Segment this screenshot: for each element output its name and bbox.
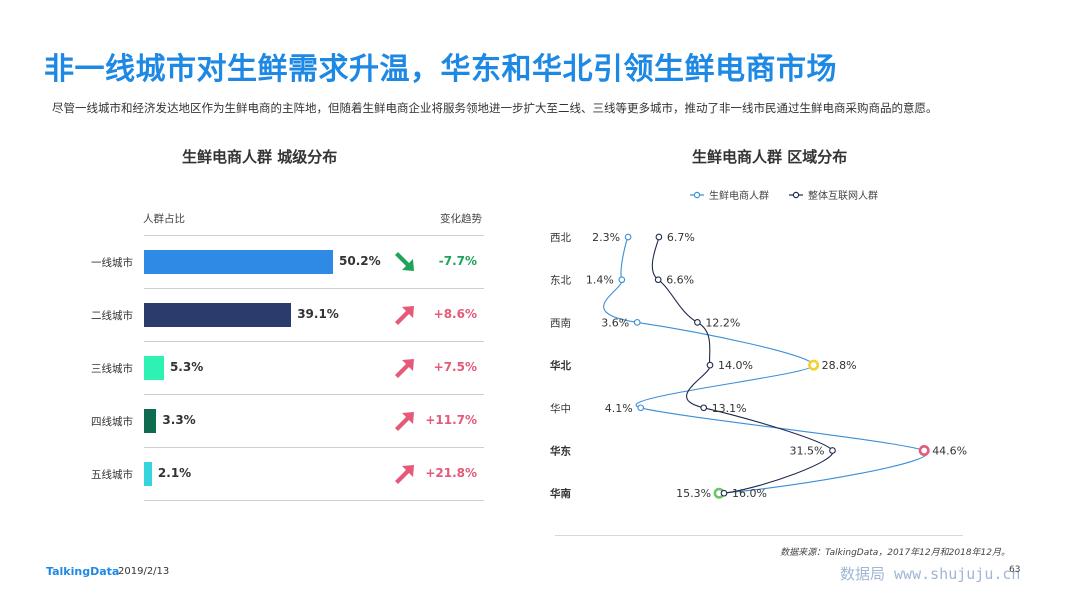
category-label: 一线城市	[91, 256, 133, 269]
data-point	[618, 276, 626, 284]
footer-divider	[555, 535, 963, 536]
data-label: 16.0%	[732, 487, 767, 500]
bar-value-label: 2.1%	[157, 465, 192, 480]
data-source: 数据来源：TalkingData，2017年12月和2018年12月。	[780, 548, 1010, 558]
bar-chart-grid-line	[144, 394, 484, 395]
left-col-header-share: 人群占比	[143, 213, 185, 225]
bar-chart-grid-line	[144, 288, 484, 289]
data-label: 31.5%	[790, 445, 825, 458]
bar-value-label: 39.1%	[297, 306, 339, 321]
watermark: 数据局 www.shujuju.cn	[840, 565, 1021, 583]
data-point	[633, 319, 641, 326]
category-label: 华东	[550, 445, 571, 458]
legend-swatch-marker	[792, 191, 800, 199]
category-label: 四线城市	[91, 415, 133, 428]
data-label: 15.3%	[676, 487, 711, 500]
data-point	[918, 444, 930, 456]
bar	[144, 408, 157, 433]
change-label: -7.7%	[438, 253, 477, 268]
bar-chart-grid-line	[144, 500, 484, 501]
category-label: 五线城市	[91, 468, 133, 481]
data-label: 1.4%	[586, 274, 614, 287]
bar-chart-grid-line	[144, 235, 484, 236]
data-label: 13.1%	[712, 402, 747, 415]
data-point	[624, 233, 632, 241]
change-label: +11.7%	[425, 412, 477, 427]
trend-up-arrow-icon	[395, 464, 414, 484]
talkingdata-logo: TalkingData	[46, 565, 120, 578]
bar	[144, 355, 164, 380]
right-chart-title: 生鲜电商人群 区域分布	[692, 148, 848, 166]
data-label: 44.6%	[932, 445, 967, 458]
change-label: +21.8%	[425, 465, 477, 480]
legend-label: 整体互联网人群	[808, 189, 878, 202]
data-point	[694, 319, 701, 326]
data-label: 14.0%	[718, 359, 753, 372]
data-label: 12.2%	[705, 316, 740, 329]
legend-label: 生鲜电商人群	[709, 189, 769, 202]
data-point	[700, 404, 708, 412]
series-line	[603, 236, 928, 494]
category-label: 三线城市	[91, 362, 133, 375]
bar-value-label: 5.3%	[169, 359, 204, 374]
legend-swatch-marker	[693, 191, 701, 199]
data-point	[654, 276, 662, 284]
data-label: 3.6%	[601, 316, 629, 329]
series-line	[651, 236, 834, 494]
change-label: +7.5%	[433, 359, 477, 374]
bar-chart-grid-line	[144, 341, 484, 342]
trend-up-arrow-icon	[395, 305, 414, 325]
data-label: 2.3%	[592, 231, 620, 244]
trend-down-arrow-icon	[395, 251, 414, 271]
bar	[144, 302, 292, 327]
page-description: 尽管一线城市和经济发达地区作为生鲜电商的主阵地，但随着生鲜电商企业将服务领地进一…	[52, 101, 938, 115]
data-point	[655, 233, 663, 241]
data-label: 4.1%	[605, 402, 633, 415]
trend-up-arrow-icon	[395, 358, 414, 378]
data-point	[720, 489, 728, 497]
category-label: 华中	[550, 402, 571, 415]
category-label: 华北	[550, 359, 571, 372]
data-point	[829, 447, 836, 454]
data-point	[706, 361, 714, 369]
trend-up-arrow-icon	[395, 411, 414, 431]
page-title: 非一线城市对生鲜需求升温，华东和华北引领生鲜电商市场	[44, 52, 837, 87]
bar	[144, 461, 152, 486]
page-number: 63	[1009, 565, 1021, 575]
left-chart-title: 生鲜电商人群 城级分布	[182, 148, 338, 166]
category-label: 二线城市	[91, 309, 133, 322]
bar	[144, 249, 333, 274]
category-label: 西南	[550, 316, 571, 329]
left-col-header-trend: 变化趋势	[440, 213, 482, 225]
data-point	[808, 359, 820, 371]
category-label: 东北	[550, 274, 571, 287]
data-point	[637, 404, 645, 412]
bar-value-label: 50.2%	[339, 253, 381, 268]
data-label: 28.8%	[822, 359, 857, 372]
footer-date: 2019/2/13	[118, 566, 170, 577]
bar-value-label: 3.3%	[162, 412, 196, 427]
category-label: 西北	[550, 232, 571, 244]
data-label: 6.7%	[667, 231, 695, 244]
bar-chart-grid-line	[144, 447, 484, 448]
change-label: +8.6%	[433, 306, 477, 321]
category-label: 华南	[550, 487, 571, 500]
data-label: 6.6%	[666, 274, 694, 287]
